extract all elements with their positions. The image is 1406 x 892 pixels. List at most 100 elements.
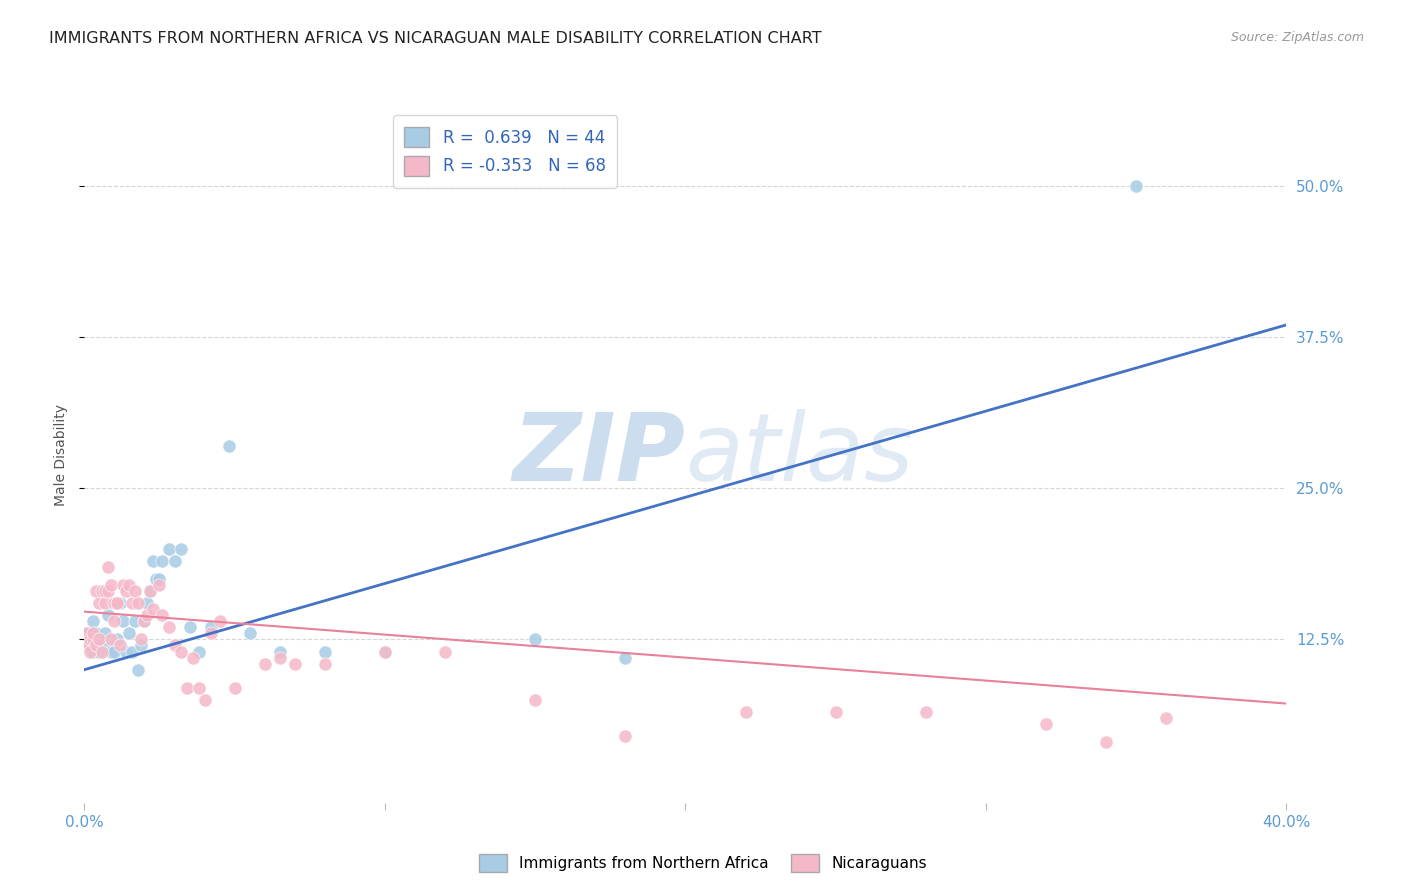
Point bbox=[1095, 735, 1118, 749]
Point bbox=[91, 584, 114, 599]
Text: atlas: atlas bbox=[686, 409, 914, 500]
Point bbox=[97, 559, 120, 574]
Point bbox=[157, 541, 180, 556]
Point bbox=[179, 620, 201, 634]
Legend: R =  0.639   N = 44, R = -0.353   N = 68: R = 0.639 N = 44, R = -0.353 N = 68 bbox=[392, 115, 617, 187]
Point bbox=[187, 644, 209, 658]
Point bbox=[136, 608, 159, 623]
Point bbox=[103, 644, 125, 658]
Point bbox=[284, 657, 307, 671]
Point bbox=[107, 596, 129, 610]
Point bbox=[614, 729, 637, 743]
Point bbox=[121, 596, 143, 610]
Point bbox=[269, 644, 291, 658]
Point bbox=[91, 644, 114, 658]
Point bbox=[79, 632, 101, 647]
Text: ZIP: ZIP bbox=[513, 409, 686, 501]
Point bbox=[142, 602, 165, 616]
Point bbox=[110, 596, 132, 610]
Point bbox=[152, 608, 174, 623]
Point bbox=[181, 650, 204, 665]
Point bbox=[100, 578, 122, 592]
Point bbox=[107, 596, 129, 610]
Point bbox=[124, 615, 146, 629]
Point bbox=[82, 632, 104, 647]
Point bbox=[86, 639, 108, 653]
Point bbox=[124, 584, 146, 599]
Point bbox=[112, 578, 135, 592]
Point bbox=[76, 626, 98, 640]
Legend: Immigrants from Northern Africa, Nicaraguans: Immigrants from Northern Africa, Nicarag… bbox=[471, 846, 935, 880]
Point bbox=[208, 615, 231, 629]
Point bbox=[91, 584, 114, 599]
Point bbox=[145, 572, 167, 586]
Point bbox=[103, 615, 125, 629]
Point bbox=[118, 626, 141, 640]
Point bbox=[76, 626, 98, 640]
Point bbox=[79, 644, 101, 658]
Point bbox=[134, 615, 156, 629]
Point bbox=[86, 626, 108, 640]
Point bbox=[1156, 711, 1178, 725]
Point bbox=[200, 620, 222, 634]
Point bbox=[269, 650, 291, 665]
Point bbox=[82, 615, 104, 629]
Point bbox=[374, 644, 396, 658]
Point bbox=[97, 639, 120, 653]
Point bbox=[374, 644, 396, 658]
Point bbox=[148, 578, 170, 592]
Point bbox=[89, 632, 111, 647]
Point bbox=[127, 596, 149, 610]
Point bbox=[239, 626, 262, 640]
Point bbox=[89, 644, 111, 658]
Point bbox=[136, 596, 159, 610]
Point bbox=[163, 554, 186, 568]
Point bbox=[139, 584, 162, 599]
Point bbox=[734, 705, 756, 719]
Point bbox=[524, 693, 547, 707]
Point bbox=[187, 681, 209, 695]
Point bbox=[169, 541, 191, 556]
Point bbox=[139, 584, 162, 599]
Point bbox=[112, 615, 135, 629]
Point bbox=[82, 626, 104, 640]
Text: Source: ZipAtlas.com: Source: ZipAtlas.com bbox=[1230, 31, 1364, 45]
Point bbox=[224, 681, 246, 695]
Point bbox=[614, 650, 637, 665]
Point bbox=[163, 639, 186, 653]
Point bbox=[194, 693, 217, 707]
Point bbox=[79, 639, 101, 653]
Point bbox=[97, 584, 120, 599]
Point bbox=[915, 705, 938, 719]
Point bbox=[94, 626, 117, 640]
Point bbox=[148, 572, 170, 586]
Point bbox=[103, 596, 125, 610]
Point bbox=[127, 663, 149, 677]
Point bbox=[314, 657, 336, 671]
Point bbox=[100, 632, 122, 647]
Point bbox=[169, 644, 191, 658]
Point bbox=[82, 644, 104, 658]
Point bbox=[121, 644, 143, 658]
Point bbox=[157, 620, 180, 634]
Point bbox=[142, 554, 165, 568]
Point bbox=[89, 596, 111, 610]
Point bbox=[100, 644, 122, 658]
Point bbox=[107, 632, 129, 647]
Point bbox=[176, 681, 198, 695]
Point bbox=[824, 705, 846, 719]
Point bbox=[97, 608, 120, 623]
Point bbox=[131, 632, 153, 647]
Point bbox=[434, 644, 457, 658]
Point bbox=[218, 439, 240, 453]
Y-axis label: Male Disability: Male Disability bbox=[55, 404, 69, 506]
Point bbox=[200, 626, 222, 640]
Point bbox=[134, 615, 156, 629]
Point bbox=[253, 657, 276, 671]
Point bbox=[118, 578, 141, 592]
Point bbox=[1035, 717, 1057, 731]
Point bbox=[1125, 178, 1147, 193]
Point bbox=[115, 584, 138, 599]
Point bbox=[131, 639, 153, 653]
Point bbox=[94, 596, 117, 610]
